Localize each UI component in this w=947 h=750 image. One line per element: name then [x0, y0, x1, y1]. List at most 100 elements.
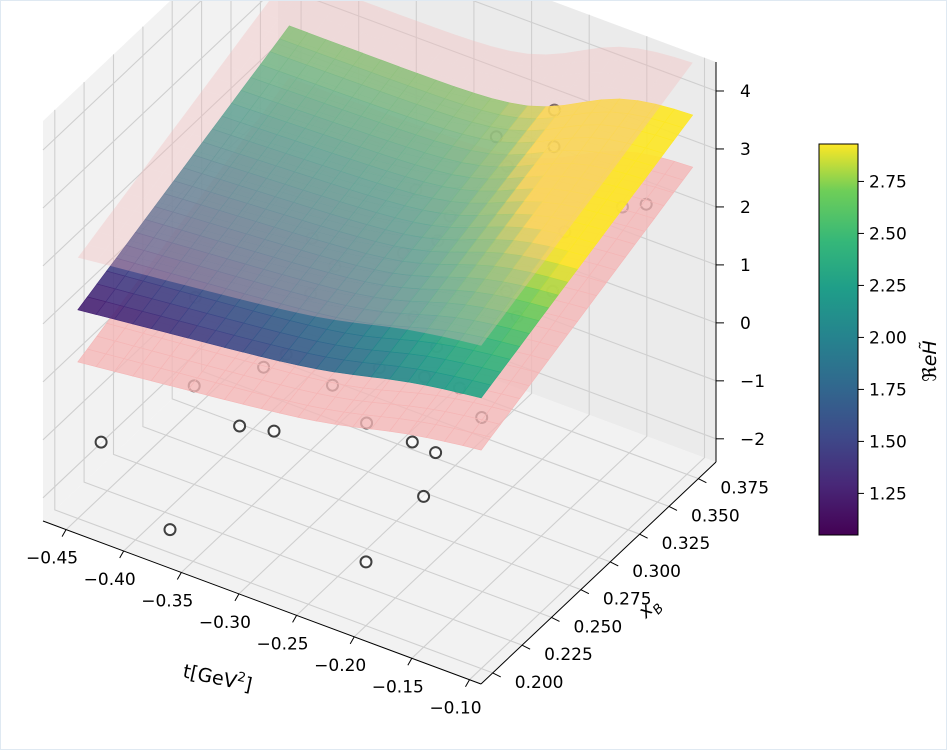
band-upper-patch: [362, 298, 391, 313]
x-tick-label: −0.15: [372, 677, 424, 697]
band-upper-patch: [425, 58, 454, 77]
band-upper-patch: [363, 271, 392, 286]
band-upper-patch: [378, 88, 407, 107]
band-upper-patch: [209, 158, 238, 177]
band-upper-patch: [391, 261, 420, 275]
band-upper-patch: [407, 316, 436, 334]
band-upper-patch: [492, 259, 521, 277]
data-point: [429, 446, 443, 460]
band-upper-patch: [282, 210, 311, 228]
band-upper-patch: [467, 187, 496, 200]
band-upper-patch: [545, 62, 574, 78]
y-tick-label: 0.250: [574, 617, 623, 637]
grid-line-xb: [171, 1, 611, 563]
band-upper-patch: [549, 212, 578, 230]
band-upper-patch: [411, 211, 440, 225]
band-upper-patch: [598, 116, 627, 135]
x-tick: [465, 679, 470, 687]
band-upper-patch: [451, 110, 480, 126]
band-upper-patch: [460, 125, 489, 139]
band-upper-patch: [248, 107, 277, 127]
band-upper-patch: [396, 94, 425, 113]
band-upper-patch: [370, 39, 399, 58]
y-tick: [521, 644, 531, 650]
y-tick-label: 0.225: [544, 645, 593, 665]
band-upper-patch: [308, 261, 337, 278]
band-upper-patch: [532, 177, 560, 195]
band-upper-patch: [344, 295, 373, 311]
band-upper-patch: [324, 38, 353, 58]
band-upper-patch: [179, 256, 208, 274]
band-upper-patch: [293, 137, 322, 156]
band-upper-patch: [225, 253, 254, 271]
band-upper-patch: [96, 249, 125, 267]
band-upper-patch: [313, 82, 342, 101]
band-upper-patch: [559, 168, 588, 187]
band-upper-patch: [256, 126, 285, 145]
y-tick: [492, 672, 501, 678]
band-upper-patch: [322, 100, 351, 120]
band-upper-patch: [134, 198, 163, 217]
band-upper-patch: [307, 289, 336, 305]
band-upper-patch: [429, 212, 458, 225]
band-upper-patch: [479, 101, 508, 115]
band-upper-patch: [208, 188, 237, 207]
band-upper-patch: [345, 241, 374, 257]
band-upper-patch: [255, 187, 284, 205]
band-upper-patch: [476, 174, 505, 188]
band-upper-patch: [281, 239, 310, 257]
band-upper-patch: [236, 181, 265, 200]
colorbar-tick-label: 1.25: [869, 484, 907, 504]
y-tick-label: 0.350: [691, 506, 740, 526]
band-upper-patch: [326, 265, 355, 281]
band-upper-patch: [402, 197, 431, 212]
band-upper-patch: [465, 239, 494, 256]
band-upper-patch: [345, 268, 373, 284]
band-upper-patch: [247, 138, 276, 157]
band-upper-patch: [397, 64, 426, 83]
band-upper-patch: [125, 180, 154, 199]
x-axis-label: t[GeV2]: [181, 658, 254, 696]
band-upper-patch: [543, 111, 572, 124]
band-upper-patch: [180, 196, 209, 214]
band-upper-patch: [409, 262, 438, 277]
band-upper-patch: [626, 108, 655, 128]
band-upper-patch: [234, 270, 263, 288]
band-upper-patch: [376, 148, 405, 166]
band-upper-patch: [588, 129, 617, 148]
band-upper-patch: [386, 136, 415, 154]
band-upper-patch: [212, 64, 241, 83]
band-upper-patch: [422, 146, 451, 162]
band-upper-patch: [262, 263, 290, 281]
colorbar-ticks: 1.25 1.50 1.75 2.00 2.25 2.50 2.75: [858, 172, 907, 504]
band-upper-patch: [389, 14, 418, 34]
band-upper-patch: [517, 77, 546, 91]
band-upper-patch: [87, 231, 116, 250]
band-upper-patch: [254, 217, 283, 235]
band-upper-patch: [334, 307, 363, 323]
band-upper-patch: [187, 273, 216, 291]
band-upper-patch: [570, 126, 599, 143]
band-upper-patch: [162, 190, 191, 209]
band-upper-patch: [301, 185, 330, 204]
band-upper-patch: [374, 205, 403, 221]
band-upper-patch: [290, 227, 319, 245]
band-upper-patch: [97, 218, 125, 237]
band-upper-patch: [551, 152, 580, 169]
band-upper-patch: [358, 143, 387, 161]
band-upper-patch: [407, 52, 436, 71]
band-upper-patch: [383, 221, 412, 236]
band-upper-patch: [627, 77, 656, 96]
band-upper-patch: [423, 117, 452, 135]
band-upper-patch: [296, 44, 325, 64]
band-upper-patch: [201, 139, 229, 159]
band-upper-patch: [145, 154, 173, 173]
band-upper-patch: [424, 88, 453, 106]
band-upper-patch: [462, 328, 491, 346]
band-upper-patch: [280, 268, 309, 285]
band-upper-patch: [408, 288, 437, 305]
colorbar-tick-label: 2.50: [869, 224, 907, 244]
band-upper-patch: [475, 226, 504, 243]
